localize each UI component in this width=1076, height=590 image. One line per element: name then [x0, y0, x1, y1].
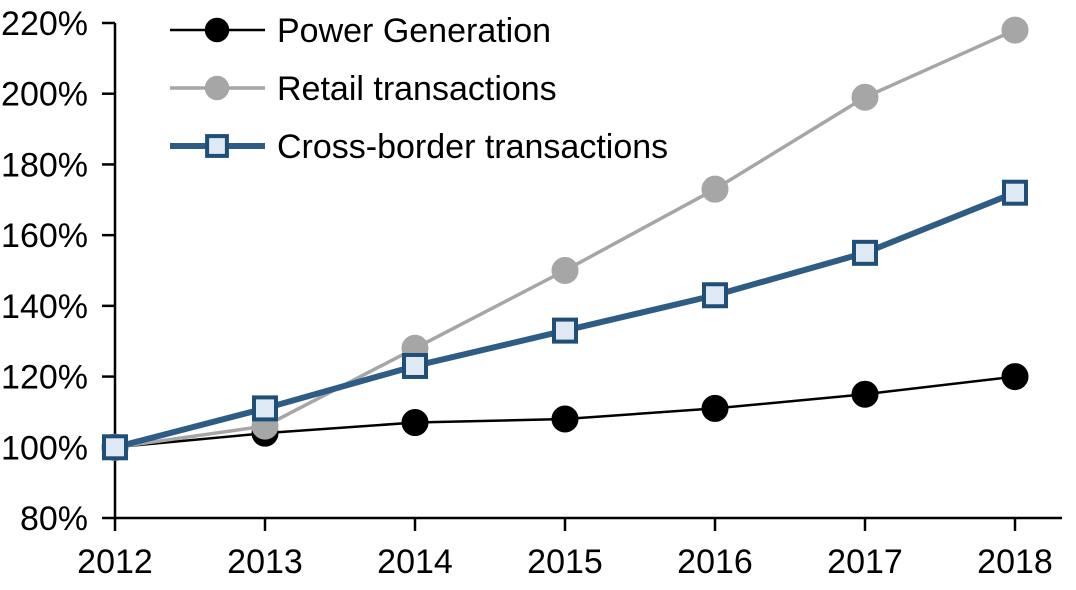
- y-axis-label: 80%: [20, 500, 88, 538]
- series-marker-cross-border-transactions: [252, 395, 278, 422]
- series-marker-power-generation: [701, 394, 729, 422]
- series-marker-power-generation: [851, 380, 879, 408]
- legend-marker-retail-transactions: [204, 75, 230, 101]
- y-axis-label: 180%: [1, 146, 88, 184]
- y-axis-label: 120%: [1, 359, 88, 397]
- series-marker-retail-transactions: [551, 257, 579, 284]
- x-axis-label: 2017: [827, 543, 903, 581]
- series-marker-cross-border-transactions: [1002, 179, 1028, 206]
- y-axis-label: 220%: [1, 5, 88, 43]
- series-marker-power-generation: [401, 409, 429, 437]
- series-marker-cross-border-transactions: [852, 239, 878, 266]
- legend-label-cross-border-transactions: Cross-border transactions: [277, 128, 668, 166]
- y-axis-label: 100%: [1, 429, 88, 467]
- series-marker-power-generation: [1001, 363, 1029, 391]
- x-axis-label: 2013: [227, 543, 303, 581]
- series-marker-cross-border-transactions: [552, 317, 578, 344]
- series-marker-retail-transactions: [701, 175, 729, 203]
- x-axis-label: 2016: [677, 543, 753, 581]
- x-axis-label: 2012: [77, 543, 153, 581]
- legend-label-retail-transactions: Retail transactions: [277, 70, 557, 108]
- legend-marker-power-generation: [204, 17, 230, 43]
- y-axis-label: 200%: [1, 76, 88, 114]
- series-marker-cross-border-transactions: [402, 352, 428, 379]
- series-marker-retail-transactions: [1001, 16, 1029, 44]
- legend-label-power-generation: Power Generation: [277, 12, 551, 50]
- series-marker-cross-border-transactions: [702, 282, 728, 309]
- series-marker-power-generation: [551, 405, 579, 433]
- series-line-retail-transactions: [114, 28, 1016, 450]
- axis-spines: [113, 23, 1062, 520]
- series-marker-retail-transactions: [851, 83, 879, 111]
- x-axis-label: 2018: [977, 543, 1053, 581]
- y-axis-label: 140%: [1, 288, 88, 326]
- legend-marker-cross-border-transactions: [205, 134, 229, 158]
- x-axis-label: 2014: [377, 543, 453, 581]
- series-marker-cross-border-transactions: [102, 434, 128, 461]
- x-axis-label: 2015: [527, 543, 603, 581]
- y-axis-label: 160%: [1, 217, 88, 255]
